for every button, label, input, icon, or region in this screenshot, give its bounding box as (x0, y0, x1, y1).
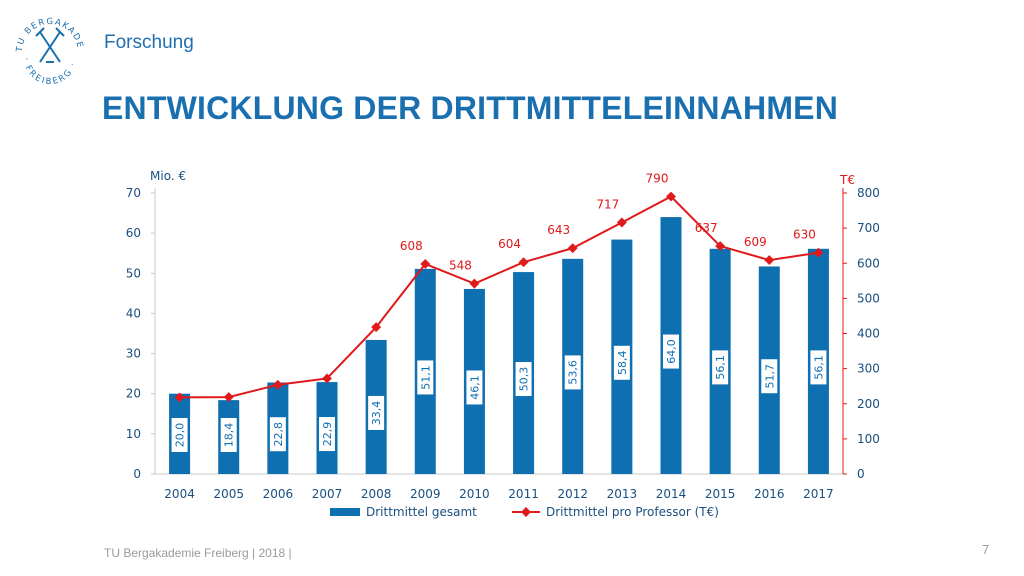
bar-value-label: 20,0 (174, 423, 187, 448)
right-tick-label: 300 (857, 362, 880, 376)
x-tick-label: 2012 (557, 487, 588, 501)
x-tick-label: 2015 (705, 487, 736, 501)
bar-label-box (466, 370, 483, 405)
line-series-professor (179, 195, 819, 399)
bar-value-label: 46,1 (468, 375, 481, 400)
x-tick-label: 2008 (361, 487, 392, 501)
legend-line-marker (521, 507, 531, 517)
bar-label-box (319, 417, 335, 452)
line-point-2017 (813, 247, 824, 258)
page-number: 7 (982, 542, 990, 557)
bar-label-box (368, 395, 385, 430)
bar-value-label: 22,9 (321, 422, 334, 447)
left-tick-label: 10 (126, 427, 141, 441)
line-point-2014 (666, 191, 676, 202)
line-point-2009 (420, 259, 431, 269)
line-point-2006 (272, 379, 283, 390)
line-point-2010 (469, 278, 480, 289)
bar-label-box (712, 350, 729, 385)
line-point-2015 (715, 241, 726, 251)
bar-value-label: 51,7 (763, 364, 776, 389)
x-tick-label: 2004 (164, 487, 195, 501)
line-point-2012 (567, 243, 578, 254)
bar-label-box (417, 360, 434, 395)
right-tick-label: 200 (857, 397, 880, 411)
bar-label-box (761, 359, 778, 394)
bar-label-box (663, 334, 679, 369)
bar-label-box (269, 417, 286, 452)
bar-label-box (564, 355, 581, 390)
right-tick-label: 700 (857, 221, 880, 235)
x-tick-label: 2010 (459, 487, 490, 501)
bar-label-box (220, 418, 237, 452)
legend-line-label: Drittmittel pro Professor (T€) (546, 505, 719, 519)
bar-label-box (613, 345, 630, 380)
line-point-2013 (616, 217, 627, 228)
x-tick-label: 2006 (263, 487, 294, 501)
right-tick-label: 0 (857, 467, 865, 481)
line-value-label: 604 (498, 237, 521, 251)
tu-freiberg-logo: TU BERGAKADEMIE · FREIBERG · (10, 8, 83, 87)
bar-value-label: 53,6 (567, 360, 580, 385)
hammer-pick-icon (35, 27, 65, 63)
x-tick-label: 2016 (754, 487, 785, 501)
right-tick-label: 500 (857, 291, 880, 305)
right-tick-label: 800 (857, 186, 880, 200)
right-tick-label: 600 (857, 256, 880, 270)
x-tick-label: 2007 (312, 487, 343, 501)
left-tick-label: 30 (126, 347, 141, 361)
footer-text: TU Bergakademie Freiberg | 2018 | (104, 546, 292, 560)
x-tick-label: 2011 (508, 487, 539, 501)
bar-value-label: 50,3 (518, 367, 531, 392)
bar-value-label: 64,0 (665, 339, 678, 364)
x-tick-label: 2014 (656, 487, 687, 501)
bar-value-label: 56,1 (812, 355, 825, 380)
left-tick-label: 60 (126, 226, 141, 240)
legend-bar-label: Drittmittel gesamt (366, 505, 477, 519)
right-tick-label: 100 (857, 432, 880, 446)
bar-value-label: 18,4 (223, 423, 236, 448)
left-axis-unit: Mio. € (150, 169, 186, 183)
line-value-label: 608 (400, 239, 423, 253)
legend-bar-swatch (330, 508, 360, 516)
bar-label-box (810, 350, 827, 385)
left-tick-label: 40 (126, 306, 141, 320)
x-tick-label: 2017 (803, 487, 834, 501)
x-tick-label: 2013 (607, 487, 638, 501)
bar-value-label: 33,4 (370, 401, 383, 426)
line-value-label: 717 (596, 198, 619, 212)
x-tick-label: 2009 (410, 487, 441, 501)
line-point-2007 (322, 373, 332, 384)
line-value-label: 790 (646, 172, 669, 186)
line-point-2005 (223, 392, 234, 403)
line-value-label: 637 (695, 221, 718, 235)
left-tick-label: 70 (126, 186, 141, 200)
x-tick-label: 2005 (213, 487, 244, 501)
line-point-2008 (371, 322, 382, 333)
line-value-label: 609 (744, 235, 767, 249)
bar-value-label: 58,4 (616, 351, 629, 376)
bar-value-label: 56,1 (714, 355, 727, 380)
left-tick-label: 20 (126, 387, 141, 401)
left-tick-label: 50 (126, 266, 141, 280)
bar-label-box (171, 418, 188, 452)
left-tick-label: 0 (133, 467, 141, 481)
bar-value-label: 51,1 (419, 365, 432, 390)
right-tick-label: 400 (857, 327, 880, 341)
line-point-2004 (174, 392, 185, 403)
right-axis-unit: T€ (839, 173, 855, 187)
line-point-2016 (764, 255, 775, 266)
line-point-2011 (518, 257, 529, 268)
section-label: Forschung (104, 32, 194, 53)
bar-label-box (515, 362, 532, 397)
line-value-label: 643 (547, 223, 570, 237)
line-value-label: 548 (449, 259, 472, 273)
page-title: ENTWICKLUNG DER DRITTMITTELEINNAHMEN (102, 90, 839, 126)
bar-value-label: 22,8 (272, 422, 285, 447)
line-value-label: 630 (793, 228, 816, 242)
